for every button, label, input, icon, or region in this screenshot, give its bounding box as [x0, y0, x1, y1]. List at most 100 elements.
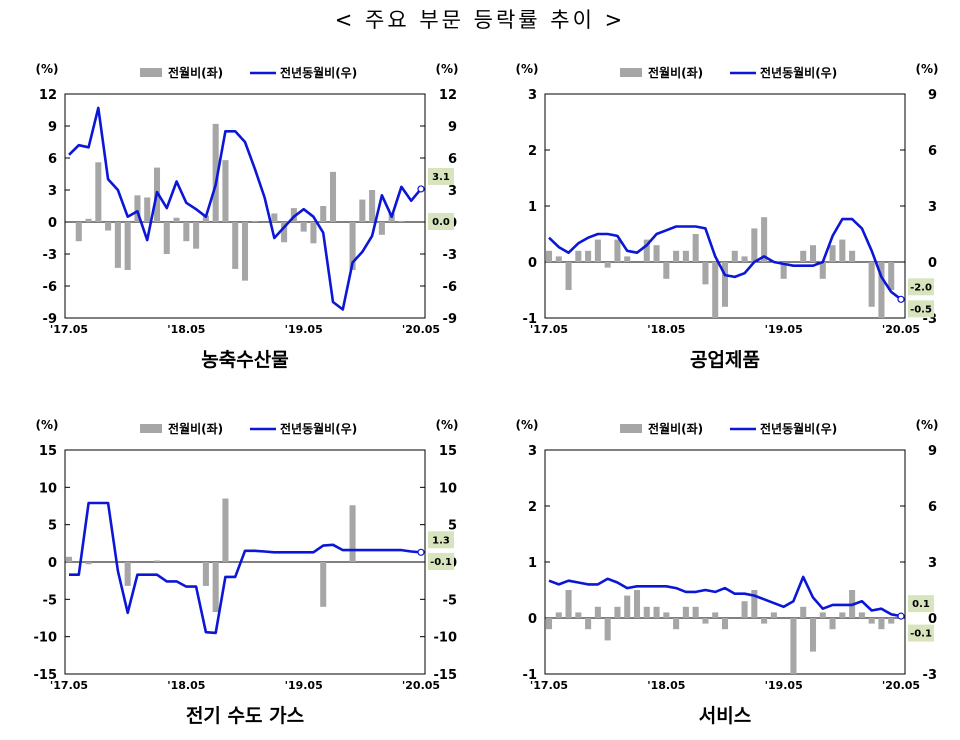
right-tick-label: 9 [928, 444, 937, 459]
bar-mom [888, 262, 895, 290]
bar-mom [721, 262, 729, 307]
end-label-bg [428, 167, 454, 185]
bar-mom [604, 618, 611, 641]
end-label-bg [428, 531, 454, 549]
left-tick-label: 15 [39, 444, 57, 459]
legend-bar-swatch [140, 68, 162, 77]
legend-bar-swatch [620, 424, 642, 433]
bar-mom [878, 262, 885, 318]
line-end-marker [897, 612, 905, 620]
legend-bar-label: 전월비(좌) [648, 421, 703, 436]
bar-mom [320, 562, 327, 607]
line-yoy [548, 575, 902, 618]
bar-mom [222, 498, 229, 562]
bar-mom [633, 590, 641, 618]
bar-mom [829, 245, 836, 262]
left-tick-label: 1 [528, 200, 537, 215]
legend-line-label: 전년동월비(우) [280, 65, 357, 80]
bar-mom [85, 562, 92, 565]
left-tick-label: -1 [523, 668, 537, 683]
chart-services: (%) (%) 3 2 1 0 -1 9 6 3 0 -3 '17.05 '18.05 '19.05 '20.… [516, 418, 939, 727]
right-tick-label: 9 [928, 88, 937, 103]
bar-mom [398, 220, 405, 222]
bar-mom [349, 505, 356, 562]
chart-utilities: (%)(%)151050-5-10-15151050-5-10-15'17.05… [34, 418, 459, 727]
bar-mom [731, 250, 738, 262]
right-tick-label: 3 [928, 556, 937, 571]
left-unit: (%) [516, 418, 539, 432]
x-tick-label: '18.05 [647, 323, 685, 336]
bar-mom [212, 562, 219, 613]
x-tick-label: '18.05 [167, 323, 205, 336]
bar-mom [310, 222, 317, 244]
right-unit: (%) [916, 62, 939, 76]
page-title: < 주요 부문 등락률 추이 > [334, 8, 626, 32]
left-tick-label: 2 [528, 500, 537, 515]
bar-mom [751, 590, 758, 618]
right-tick-label: -3 [443, 248, 457, 263]
plot-frame [544, 449, 906, 675]
bar-mom [124, 222, 131, 270]
bar-mom [702, 262, 709, 285]
left-tick-label: 2 [528, 144, 537, 159]
x-tick-label: '20.05 [402, 679, 440, 692]
right-tick-label: -3 [923, 668, 937, 683]
bar-mom [712, 612, 719, 618]
right-tick-label: -15 [434, 668, 458, 683]
chart-title: 공업제품 [690, 349, 760, 371]
bar-mom [65, 556, 73, 562]
line-end-marker [417, 185, 425, 193]
bar-mom [585, 250, 592, 262]
bar-mom [232, 222, 239, 269]
chart-title: 농축수산물 [201, 349, 288, 371]
bar-mom [575, 612, 582, 618]
bar-mom [761, 618, 768, 624]
end-label-line: 3.1 [432, 172, 450, 183]
end-label-line: -2.0 [910, 282, 932, 293]
bar-mom [624, 256, 631, 262]
right-tick-label: -10 [434, 631, 458, 646]
bar-mom [75, 222, 82, 242]
right-unit: (%) [436, 62, 459, 76]
bar-mom [819, 612, 826, 618]
bar-mom [290, 208, 297, 222]
end-label-bg [908, 595, 934, 613]
chart-industrial: (%) (%)3210-19630-3'17.05'18.05'19.05'20.… [516, 62, 939, 371]
bar-mom [545, 618, 553, 630]
left-tick-label: 10 [39, 481, 57, 496]
left-tick-label: 3 [528, 88, 537, 103]
left-tick-label: 3 [528, 444, 537, 459]
right-tick-label: 6 [448, 152, 457, 167]
x-tick-label: '20.05 [882, 679, 920, 692]
right-tick-label: 6 [928, 144, 937, 159]
bar-mom [849, 250, 856, 262]
legend-line-label: 전년동월비(우) [280, 421, 357, 436]
bar-mom [300, 222, 307, 232]
left-tick-label: 6 [48, 152, 57, 167]
bar-mom [369, 190, 376, 222]
left-unit: (%) [516, 62, 539, 76]
left-tick-label: 3 [48, 184, 57, 199]
bar-mom [888, 618, 895, 624]
bar-mom [193, 222, 200, 249]
line-end-marker [897, 295, 905, 303]
right-tick-label: 0 [928, 612, 937, 627]
bar-mom [183, 222, 190, 242]
bar-mom [359, 199, 366, 222]
bar-mom [800, 250, 807, 262]
x-tick-label: '19.05 [285, 679, 323, 692]
right-tick-label: 5 [448, 519, 457, 534]
bar-mom [575, 250, 582, 262]
x-tick-label: '19.05 [765, 323, 803, 336]
left-tick-label: 12 [39, 88, 57, 103]
line-end-marker [417, 548, 425, 556]
end-label-bg [428, 213, 454, 230]
right-unit: (%) [436, 418, 459, 432]
end-label-bar: -0.5 [910, 304, 932, 315]
left-tick-label: -10 [34, 631, 58, 646]
bar-mom [878, 618, 885, 630]
bar-mom [682, 250, 689, 262]
bar-mom [222, 160, 229, 222]
x-tick-label: '20.05 [402, 323, 440, 336]
bar-mom [95, 162, 102, 222]
